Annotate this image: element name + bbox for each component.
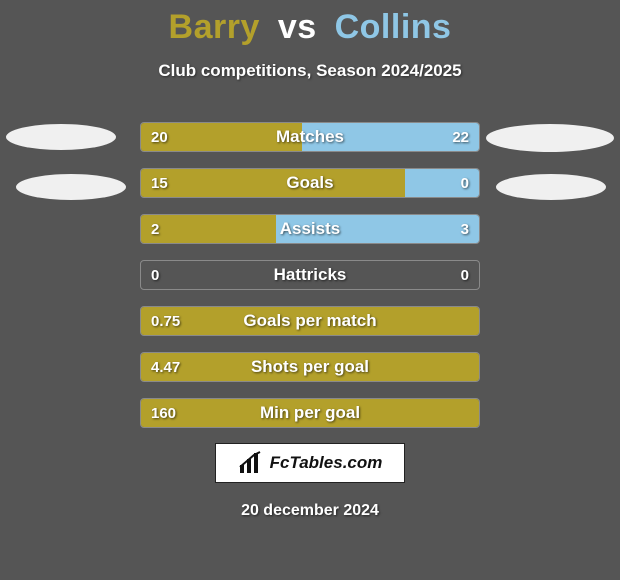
stat-row: 2022Matches [140, 122, 480, 152]
stats-bars-area: 2022Matches 150Goals 23Assists 00Hattricks 0… [140, 122, 480, 444]
subtitle: Club competitions, Season 2024/2025 [0, 61, 620, 81]
team-badge-placeholder [486, 124, 614, 152]
chart-icon [238, 451, 264, 475]
vs-text: vs [278, 8, 317, 46]
stat-label: Min per goal [141, 399, 479, 427]
team-badge-placeholder [496, 174, 606, 200]
logo-text: FcTables.com [270, 453, 383, 473]
stat-label: Goals [141, 169, 479, 197]
stat-row: 00Hattricks [140, 260, 480, 290]
stat-label: Goals per match [141, 307, 479, 335]
stat-row: 160Min per goal [140, 398, 480, 428]
stat-label: Hattricks [141, 261, 479, 289]
stat-row: 4.47Shots per goal [140, 352, 480, 382]
snapshot-date: 20 december 2024 [0, 502, 620, 520]
player2-name: Collins [335, 8, 452, 46]
stat-label: Shots per goal [141, 353, 479, 381]
team-badge-placeholder [6, 124, 116, 150]
comparison-title: Barry vs Collins [0, 0, 620, 47]
team-badge-placeholder [16, 174, 126, 200]
stat-row: 150Goals [140, 168, 480, 198]
player1-name: Barry [169, 8, 260, 46]
fctables-logo: FcTables.com [215, 443, 405, 483]
stat-row: 23Assists [140, 214, 480, 244]
stat-row: 0.75Goals per match [140, 306, 480, 336]
stat-label: Matches [141, 123, 479, 151]
stat-label: Assists [141, 215, 479, 243]
